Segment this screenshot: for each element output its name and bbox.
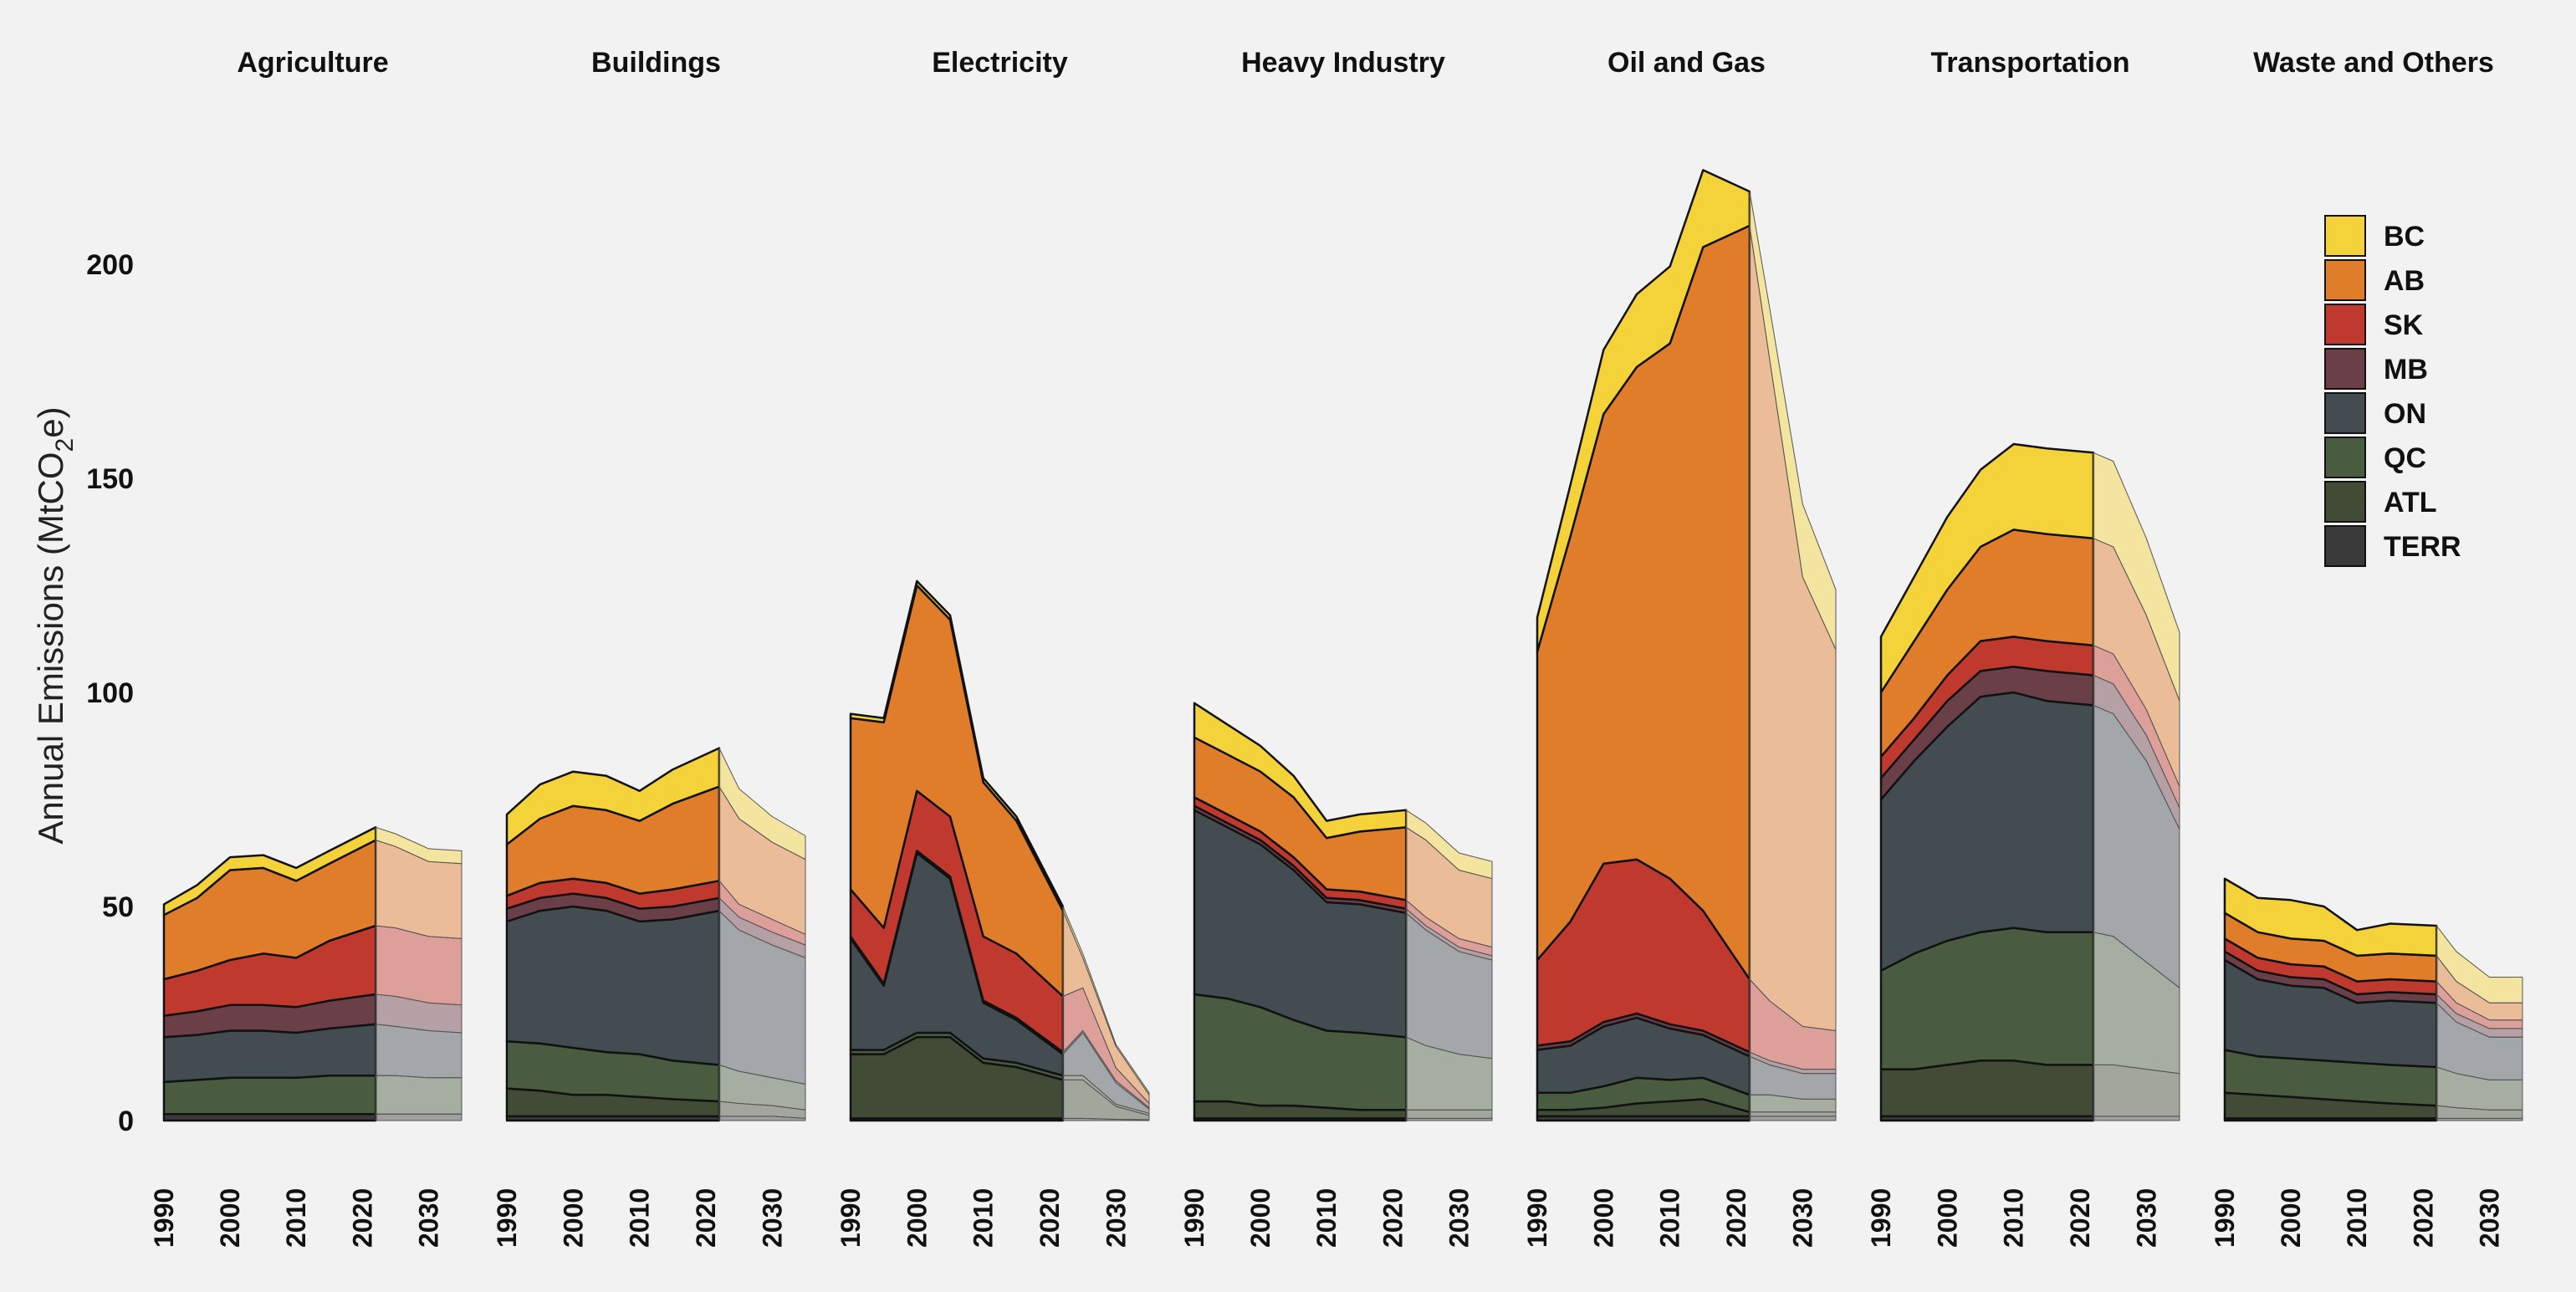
area-bc-projection <box>2093 452 2180 702</box>
legend-label-sk: SK <box>2384 309 2424 341</box>
panel-transportation: Transportation 1990 2000 2010 2020 2030 <box>1866 47 2180 1248</box>
legend-label-qc: QC <box>2384 442 2426 474</box>
x-tick-label: 2000 <box>1588 1188 1618 1248</box>
x-tick-label: 1990 <box>1522 1188 1552 1248</box>
panel-title: Agriculture <box>237 47 388 79</box>
legend-label-ab: AB <box>2384 265 2425 297</box>
legend-swatch-atl <box>2324 481 2366 523</box>
x-tick-label: 2030 <box>413 1188 443 1248</box>
area-atl-projection <box>1749 1111 1837 1117</box>
y-tick-label: 150 <box>86 463 134 495</box>
legend-swatch-bc <box>2324 215 2366 257</box>
area-qc <box>162 1074 377 1116</box>
legend-swatch-mb <box>2324 348 2366 390</box>
x-tick-label: 2030 <box>2131 1188 2161 1248</box>
y-axis-label: Annual Emissions (MtCO2e) <box>31 406 79 844</box>
legend-swatch-terr <box>2324 525 2366 567</box>
panel-title: Waste and Others <box>2253 47 2494 79</box>
panel-title: Transportation <box>1930 47 2129 79</box>
legend-label-bc: BC <box>2384 221 2425 253</box>
x-tick-label: 2000 <box>558 1188 588 1248</box>
area-bc-projection <box>2435 925 2523 1003</box>
y-tick-label: 50 <box>102 891 134 923</box>
panel-waste-and-others: Waste and Others 1990 2000 2010 2020 2030 <box>2210 47 2523 1248</box>
area-qc-projection <box>375 1075 463 1115</box>
area-bc-projection <box>375 826 463 865</box>
panel-heavy-industry: Heavy Industry 1990 2000 2010 2020 2030 <box>1179 47 1493 1248</box>
legend-swatch-qc <box>2324 437 2366 478</box>
x-tick-label: 2000 <box>902 1188 932 1248</box>
area-atl-projection <box>2093 1064 2180 1117</box>
x-tick-label: 2030 <box>757 1188 787 1248</box>
x-tick-label: 2010 <box>1311 1188 1342 1248</box>
legend-label-terr: TERR <box>2384 531 2461 563</box>
x-tick-label: 2010 <box>625 1188 655 1248</box>
panel-title: Electricity <box>932 47 1068 79</box>
x-tick-label: 2010 <box>969 1188 999 1248</box>
panel-oil-and-gas: Oil and Gas 1990 2000 2010 2020 2030 <box>1522 47 1837 1248</box>
legend: BC AB SK MB ON QC ATL TERR <box>2324 215 2461 567</box>
x-tick-label: 2020 <box>1721 1188 1751 1248</box>
area-bc-projection <box>1749 191 1837 651</box>
x-tick-label: 2010 <box>1655 1188 1685 1248</box>
legend-label-atl: ATL <box>2384 487 2437 518</box>
x-tick-label: 2030 <box>1444 1188 1474 1248</box>
x-tick-label: 1990 <box>2210 1188 2240 1248</box>
x-tick-label: 2020 <box>1377 1188 1408 1248</box>
x-tick-label: 2030 <box>2474 1188 2504 1248</box>
x-tick-label: 2010 <box>1999 1188 2029 1248</box>
legend-swatch-on <box>2324 392 2366 434</box>
x-tick-label: 2020 <box>2065 1188 2095 1248</box>
x-tick-label: 2020 <box>347 1188 377 1248</box>
panel-buildings: Buildings 1990 2000 2010 2020 2030 <box>492 47 806 1248</box>
legend-label-mb: MB <box>2384 354 2428 386</box>
x-tick-label: 2000 <box>1245 1188 1275 1248</box>
area-on <box>505 905 721 1066</box>
x-tick-label: 2030 <box>1787 1188 1817 1248</box>
legend-swatch-ab <box>2324 259 2366 301</box>
area-ab-projection <box>1749 225 1837 1031</box>
x-tick-label: 2000 <box>1932 1188 1962 1248</box>
area-terr-projection <box>1749 1116 1837 1121</box>
panel-title: Heavy Industry <box>1241 47 1445 79</box>
area-bc-projection <box>718 748 806 860</box>
x-tick-label: 2010 <box>281 1188 311 1248</box>
x-tick-label: 2000 <box>2276 1188 2306 1248</box>
area-terr-projection <box>2093 1116 2180 1121</box>
area-bc-projection <box>1405 809 1493 880</box>
area-terr-projection <box>375 1113 463 1121</box>
legend-label-on: ON <box>2384 398 2426 430</box>
panel-electricity: Electricity 1990 2000 2010 2020 2030 <box>836 47 1150 1248</box>
x-tick-label: 1990 <box>1866 1188 1896 1248</box>
x-tick-label: 2020 <box>1035 1188 1065 1248</box>
area-atl-projection <box>1405 1109 1493 1119</box>
x-tick-label: 1990 <box>836 1188 866 1248</box>
y-tick-label: 200 <box>86 249 134 281</box>
panel-title: Oil and Gas <box>1607 47 1766 79</box>
panel-agriculture: Agriculture 1990 2000 2010 2020 2030 <box>149 47 463 1248</box>
panel-title: Buildings <box>591 47 721 79</box>
x-tick-label: 1990 <box>149 1188 179 1248</box>
x-tick-label: 2020 <box>691 1188 721 1248</box>
x-tick-label: 2010 <box>2342 1188 2372 1248</box>
x-tick-label: 2020 <box>2408 1188 2438 1248</box>
area-bc-projection <box>1062 906 1150 1095</box>
x-tick-label: 1990 <box>492 1188 522 1248</box>
x-tick-label: 2030 <box>1101 1188 1131 1248</box>
x-tick-label: 2000 <box>215 1188 245 1248</box>
x-tick-label: 1990 <box>1179 1188 1209 1248</box>
y-tick-label: 0 <box>118 1106 134 1137</box>
legend-swatch-sk <box>2324 304 2366 345</box>
y-tick-label: 100 <box>86 677 134 709</box>
